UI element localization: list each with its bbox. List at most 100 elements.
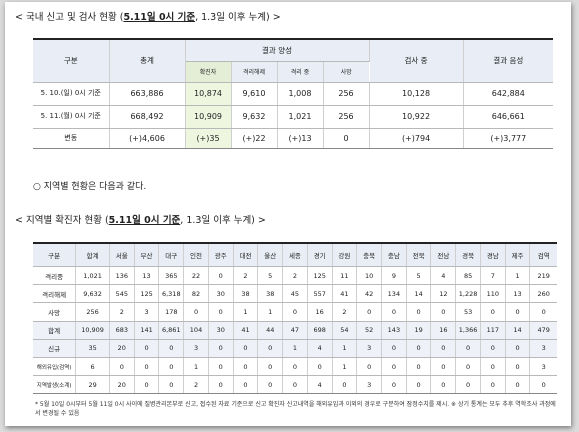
cell-deaths: 256 [323, 105, 370, 129]
header-negative: 결과 음성 [463, 38, 554, 83]
table-cell: 0 [208, 375, 234, 395]
table-cell: 0 [158, 339, 185, 358]
heading-date: 5.11일 0시 기준 [108, 215, 181, 226]
table-cell: 85 [455, 266, 481, 286]
row-label: 변동 [33, 128, 110, 149]
table-cell: 256 [75, 302, 110, 322]
cell-deaths: 256 [323, 82, 370, 106]
table-cell: 16 [307, 302, 333, 322]
regional-status-heading: < 지역별 확진자 현황 (5.11일 0시 기준, 1.3일 이후 누계) > [15, 212, 266, 226]
table-cell: 13 [134, 266, 160, 286]
table-cell: 0 [381, 357, 407, 377]
table-header-row: 구분 합계 서울 부산 대구 인천 광주 대전 울산 세종 경기 강원 충북 충남 전북 전남 경북 경남 제주 검역 [33, 242, 557, 267]
table-cell: 14 [505, 321, 531, 340]
table-cell: 0 [455, 357, 481, 377]
column-header: 대전 [233, 242, 259, 267]
table-cell: 0 [406, 375, 432, 395]
table-cell: 44 [257, 321, 284, 340]
table-cell: 0 [233, 339, 259, 358]
header-category: 구분 [33, 38, 110, 83]
column-header: 경북 [455, 242, 481, 267]
heading-suffix: , 1.3일 이후 누계) > [180, 215, 266, 226]
table-cell: 0 [282, 357, 308, 377]
table-row: 격리중 1,021 136 13 365 22 0 2 5 2 125 11 10 9 5 4 85 7 1 219 [33, 266, 557, 286]
table-cell: 0 [257, 375, 284, 395]
table-cell: 143 [381, 321, 407, 340]
table-cell: 0 [233, 357, 259, 377]
table-cell: 0 [406, 357, 432, 377]
column-header: 강원 [332, 242, 358, 267]
cell-released: 9,632 [231, 105, 278, 129]
table-row: 신규 35 20 0 0 3 0 0 0 1 4 1 3 0 0 0 0 0 0 3 [33, 339, 557, 358]
cell-confirmed: (+)35 [185, 128, 232, 149]
table-cell: 0 [208, 339, 234, 358]
row-label: 사망 [33, 302, 77, 322]
table-cell: 2 [183, 375, 209, 395]
table-cell: 0 [480, 357, 506, 377]
table-cell: 0 [356, 302, 383, 322]
cell-isolating: 1,008 [277, 82, 324, 106]
table-cell: 0 [134, 357, 160, 377]
column-header: 전남 [430, 242, 457, 267]
table-cell: 0 [505, 375, 531, 395]
cell-total: (+)4,606 [109, 128, 186, 149]
table-cell: 42 [356, 284, 383, 304]
table-cell: 0 [183, 302, 209, 322]
cell-confirmed: 10,909 [185, 105, 232, 129]
table-cell: 41 [233, 321, 259, 340]
table-cell: 3 [529, 339, 557, 358]
table-row: 합계 10,909 683 141 6,861 104 30 41 44 47 698 54 52 143… [33, 321, 557, 340]
table-cell: 2 [332, 302, 358, 322]
document-page: < 국내 신고 및 검사 현황 (5.11일 0시 기준, 1.3일 이후 누계… [5, 2, 571, 426]
table-cell: 9 [381, 266, 407, 286]
table-cell: 479 [529, 321, 557, 340]
table-cell: 0 [109, 357, 135, 377]
column-header: 경남 [480, 242, 506, 267]
table-cell: 178 [158, 302, 185, 322]
cell-deaths: 0 [323, 128, 370, 149]
table-cell: 4 [307, 375, 333, 395]
table-cell: 1 [505, 266, 531, 286]
table-cell: 557 [307, 284, 333, 304]
row-label: 5. 10.(일) 0시 기준 [33, 82, 110, 106]
table-cell: 6 [75, 357, 110, 377]
row-label: 격리중 [33, 266, 77, 286]
table-cell: 1 [332, 357, 358, 377]
cell-confirmed: 10,874 [185, 82, 232, 106]
table-cell: 1 [282, 339, 308, 358]
table-cell: 134 [381, 284, 407, 304]
table-cell: 5 [406, 266, 432, 286]
regional-note: ○ 지역별 현황은 다음과 같다. [33, 182, 147, 192]
table-cell: 698 [307, 321, 333, 340]
table-cell: 0 [282, 302, 308, 322]
table-cell: 0 [208, 266, 234, 286]
table-cell: 22 [183, 266, 209, 286]
table-cell: 0 [381, 302, 407, 322]
column-header: 광주 [208, 242, 234, 267]
national-status-table: 구분 총계 결과 양성 검사 중 결과 음성 확진자 격리해제 격리 중 사망 … [33, 38, 554, 149]
table-cell: 14 [406, 284, 432, 304]
table-cell: 0 [430, 339, 457, 358]
table-cell: 1 [183, 357, 209, 377]
header-testing: 검사 중 [369, 38, 464, 83]
table-cell: 141 [134, 321, 160, 340]
column-header: 서울 [109, 242, 135, 267]
table-cell: 2 [233, 266, 259, 286]
table-row: 지역발생(소계) 29 20 0 0 2 0 0 0 0 4 0 3 0 0 0 0 0 0 0 [33, 375, 557, 395]
table-cell: 20 [109, 375, 135, 395]
table-cell: 7 [480, 266, 506, 286]
row-label: 신규 [33, 339, 77, 358]
table-cell: 0 [134, 339, 160, 358]
column-header: 전북 [406, 242, 432, 267]
national-status-heading: < 국내 신고 및 검사 현황 (5.11일 0시 기준, 1.3일 이후 누계… [15, 9, 281, 23]
column-header: 대구 [158, 242, 185, 267]
table-cell: 52 [356, 321, 383, 340]
column-header: 검역 [529, 242, 557, 267]
table-cell: 0 [480, 375, 506, 395]
table-cell: 104 [183, 321, 209, 340]
table-cell: 38 [257, 284, 284, 304]
table-cell: 16 [430, 321, 457, 340]
table-cell: 136 [109, 266, 135, 286]
table-cell: 0 [505, 302, 531, 322]
table-cell: 110 [480, 284, 506, 304]
